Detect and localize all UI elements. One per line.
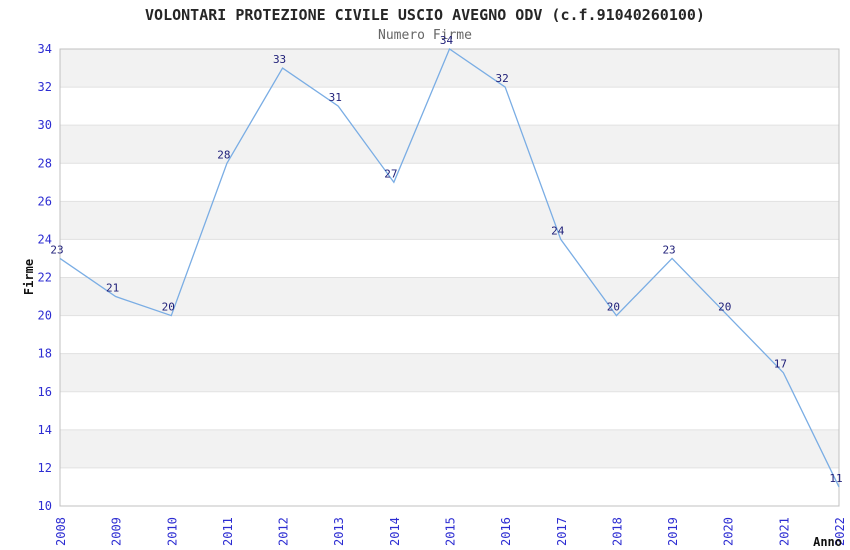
y-axis-tick-label: 34 xyxy=(38,42,52,56)
data-point-label: 21 xyxy=(106,282,119,295)
y-axis-tick-label: 12 xyxy=(38,461,52,475)
y-axis-tick-label: 24 xyxy=(38,232,52,246)
y-axis-title: Firme xyxy=(22,258,36,296)
data-point-label: 31 xyxy=(329,91,342,104)
chart-title: VOLONTARI PROTEZIONE CIVILE USCIO AVEGNO… xyxy=(145,6,705,24)
plot-band xyxy=(60,87,839,126)
x-axis-tick-label: 2008 xyxy=(54,517,68,546)
x-axis-tick-label: 2009 xyxy=(110,517,124,546)
data-point-label: 23 xyxy=(662,243,675,256)
x-axis-tick-label: 2019 xyxy=(666,517,680,546)
series-line xyxy=(59,48,840,488)
x-axis-tick-label: 2022 xyxy=(833,517,847,546)
x-axis-tick-label: 2010 xyxy=(165,517,179,546)
data-point-label: 27 xyxy=(384,167,397,180)
y-axis-tick-label: 20 xyxy=(38,309,52,323)
y-axis-tick-label: 28 xyxy=(38,156,52,170)
y-axis-tick-label: 16 xyxy=(38,385,52,399)
x-axis-title: Anno xyxy=(813,535,842,549)
y-axis-tick-label: 26 xyxy=(38,194,52,208)
plot-band xyxy=(60,201,839,240)
data-point-label: 34 xyxy=(440,34,454,47)
x-axis-tick-label: 2013 xyxy=(332,517,346,546)
plot-band xyxy=(60,391,839,430)
x-axis-tick-label: 2016 xyxy=(499,517,513,546)
plot-band xyxy=(60,49,839,88)
data-point-label: 20 xyxy=(718,301,731,314)
plot-band xyxy=(60,429,839,468)
plot-band xyxy=(60,353,839,392)
data-point-label: 20 xyxy=(162,301,175,314)
x-axis-tick-label: 2020 xyxy=(722,517,736,546)
x-axis-tick-label: 2018 xyxy=(610,517,624,546)
chart-subtitle: Numero Firme xyxy=(378,28,472,43)
plot-band xyxy=(60,125,839,164)
data-point-label: 11 xyxy=(829,472,842,485)
y-axis-tick-label: 30 xyxy=(38,118,52,132)
y-axis-tick-label: 14 xyxy=(38,423,52,437)
plot-band xyxy=(60,315,839,354)
x-axis-tick-label: 2014 xyxy=(388,517,402,546)
data-point-label: 32 xyxy=(496,72,509,85)
data-point-label: 23 xyxy=(50,243,63,256)
y-axis-tick-label: 10 xyxy=(38,499,52,513)
y-axis-tick-label: 32 xyxy=(38,80,52,94)
x-axis-tick-label: 2017 xyxy=(555,517,569,546)
x-axis-tick-label: 2011 xyxy=(221,517,235,546)
data-point-label: 20 xyxy=(607,301,620,314)
y-axis-tick-label: 22 xyxy=(38,271,52,285)
plot-band xyxy=(60,163,839,202)
data-point-label: 33 xyxy=(273,53,286,66)
plot-band xyxy=(60,239,839,278)
x-axis-tick-label: 2021 xyxy=(777,517,791,546)
data-point-label: 17 xyxy=(774,358,787,371)
y-axis-tick-label: 18 xyxy=(38,347,52,361)
data-point-label: 28 xyxy=(217,148,230,161)
plot-band xyxy=(60,467,839,506)
data-point-label: 24 xyxy=(551,224,565,237)
x-axis-tick-label: 2015 xyxy=(444,517,458,546)
x-axis-tick-label: 2012 xyxy=(277,517,291,546)
